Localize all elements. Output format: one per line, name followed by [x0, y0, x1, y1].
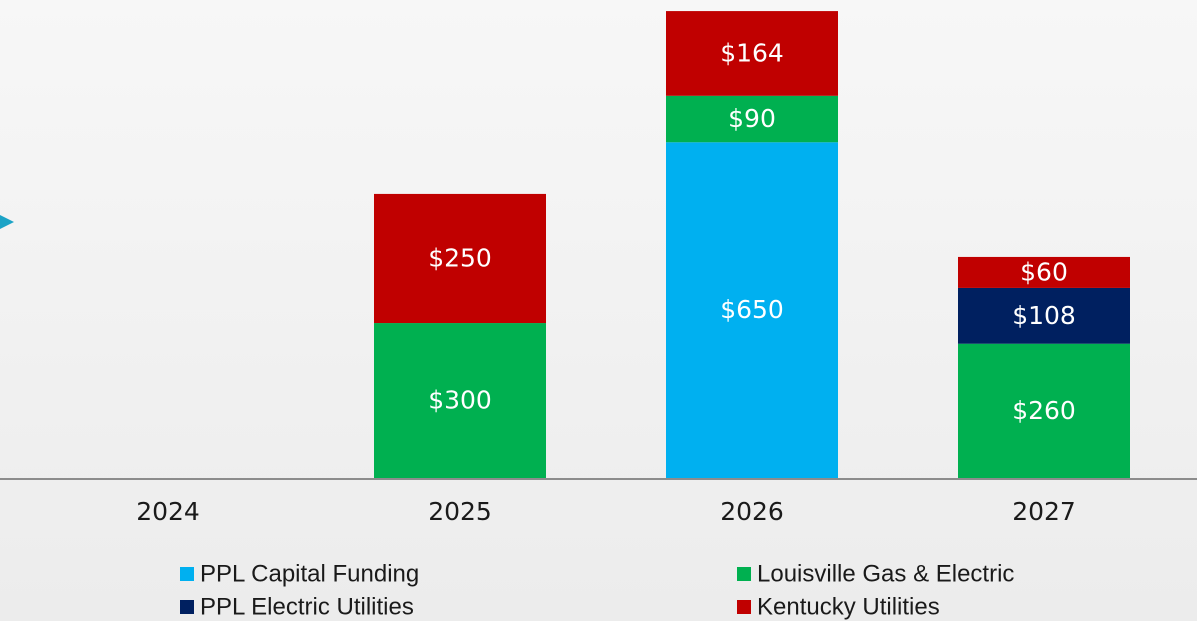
bar-segment [666, 95, 838, 143]
value-label: $60 [1020, 257, 1068, 286]
value-label: $260 [1012, 396, 1076, 425]
bar-segment [374, 323, 546, 478]
legend-label: Louisville Gas & Electric [757, 560, 1014, 587]
value-label: $108 [1012, 301, 1076, 330]
x-tick-label: 2026 [720, 497, 784, 526]
bar-segment [666, 11, 838, 96]
value-label: $250 [428, 243, 492, 272]
legend-marker [737, 567, 751, 581]
legend-label: PPL Electric Utilities [200, 593, 414, 620]
legend-label: Kentucky Utilities [757, 593, 940, 620]
bar-segment [666, 142, 838, 478]
legend-marker [180, 600, 194, 614]
arrow-marker [0, 215, 14, 229]
bar-segment [958, 287, 1130, 344]
value-label: $90 [728, 104, 776, 133]
bar-segment [958, 343, 1130, 478]
x-tick-label: 2025 [428, 497, 492, 526]
legend-label: PPL Capital Funding [200, 560, 419, 587]
value-label: $650 [720, 295, 784, 324]
value-label: $164 [720, 38, 784, 67]
value-label: $300 [428, 386, 492, 415]
legend-marker [737, 600, 751, 614]
x-tick-label: 2024 [136, 497, 200, 526]
legend-marker [180, 567, 194, 581]
bar-segment [958, 256, 1130, 288]
bar-segment [374, 193, 546, 324]
x-tick-label: 2027 [1012, 497, 1076, 526]
